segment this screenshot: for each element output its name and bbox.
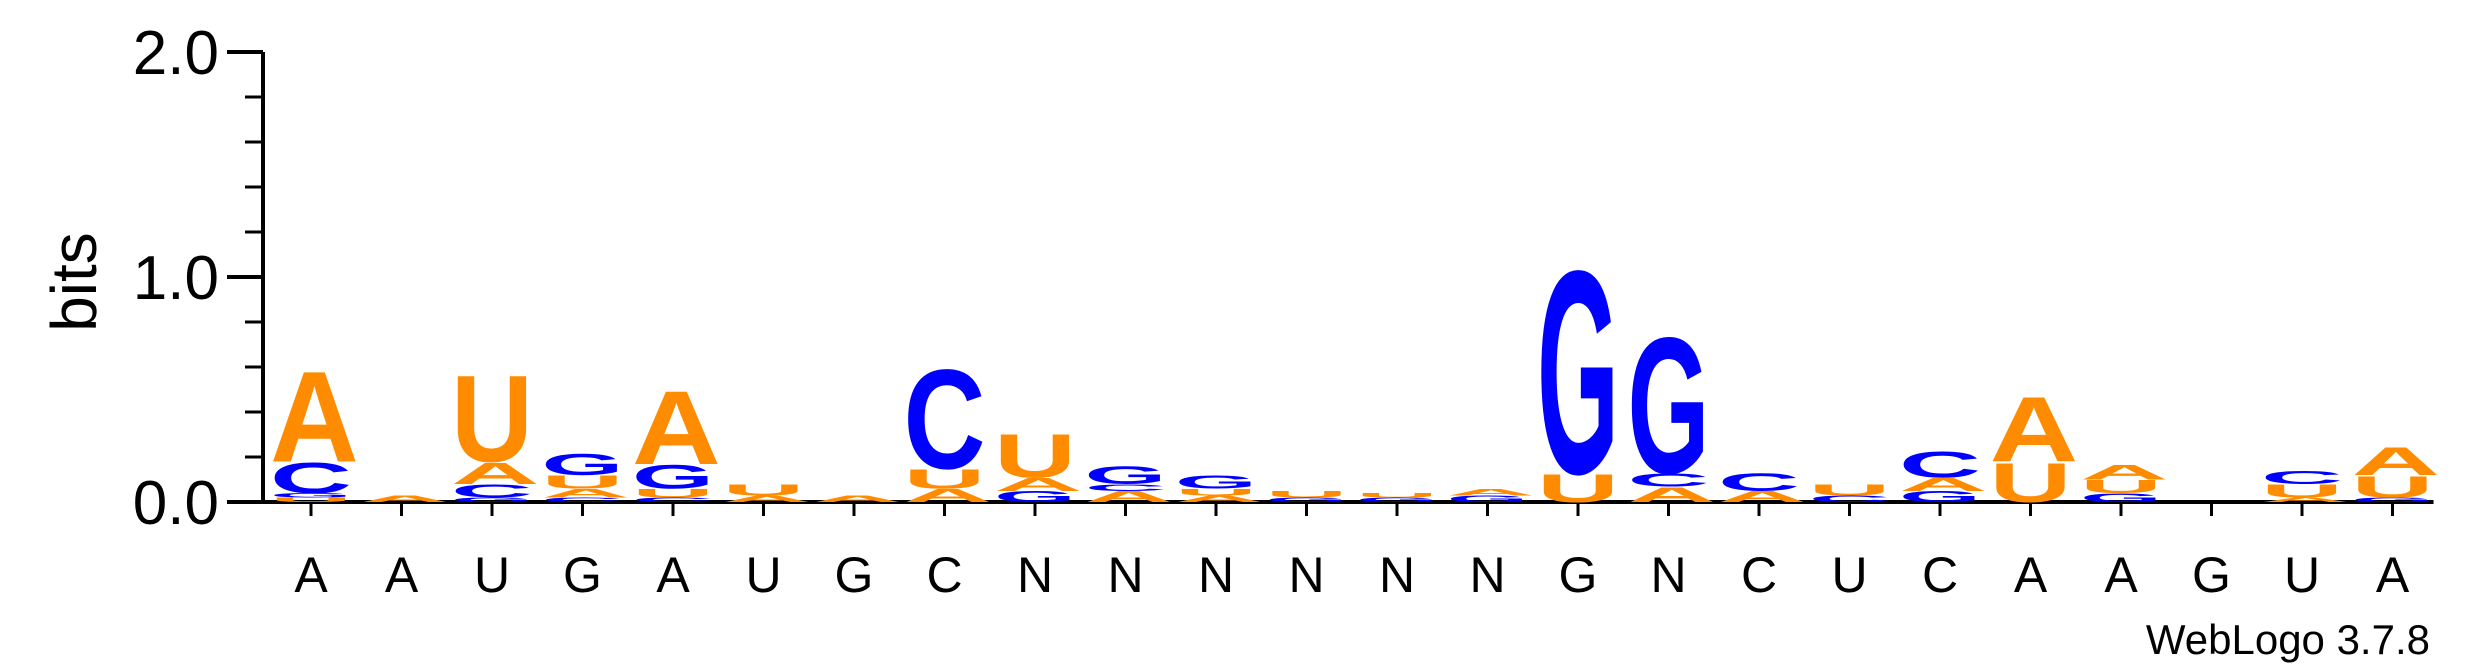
logo-letter-a: A — [361, 494, 450, 504]
position-label: G — [835, 547, 874, 603]
logo-letter-u: U — [2261, 481, 2343, 502]
y-tick-label: 0.0 — [133, 469, 219, 538]
position-label: A — [2376, 547, 2410, 603]
logo-letter-a: A — [1899, 474, 1988, 495]
logo-letter-a: A — [1447, 487, 1536, 497]
position-label: G — [563, 547, 602, 603]
logo-letter-g: G — [451, 496, 533, 503]
logo-letter-c: C — [1809, 494, 1891, 504]
position-label: A — [656, 547, 690, 603]
logo-letter-a: A — [1990, 378, 2079, 482]
logo-letter-g: G — [1085, 462, 1167, 489]
logo-letter-a: A — [1085, 488, 1174, 505]
position-label: G — [2192, 547, 2231, 603]
logo-letter-a: A — [1175, 494, 1264, 504]
logo-letter-c: C — [1628, 470, 1710, 491]
logo-letter-u: U — [542, 472, 624, 493]
position-label: N — [1107, 547, 1143, 603]
logo-letter-c: C — [542, 496, 624, 503]
logo-letter-g: G — [542, 448, 624, 482]
logo-letter-g: G — [1537, 211, 1619, 535]
logo-letter-g: G — [632, 458, 714, 496]
logo-letter-g: G — [1175, 472, 1257, 493]
y-tick-label: 1.0 — [133, 244, 219, 313]
logo-letter-g: G — [1899, 488, 1981, 505]
logo-letter-g: G — [2352, 496, 2434, 503]
y-tick-label: 2.0 — [133, 19, 219, 88]
logo-letter-g: G — [1266, 496, 1348, 503]
logo-letter-g: G — [994, 488, 1076, 505]
logo-letter-a: A — [2261, 496, 2350, 503]
logo-letter-u: U — [1356, 492, 1438, 499]
logo-letter-u: U — [451, 351, 533, 488]
logo-letter-a: A — [1628, 482, 1717, 506]
logo-letter-u: U — [1266, 489, 1348, 499]
logo-letter-c: C — [1899, 444, 1981, 485]
logo-letter-a: A — [632, 370, 721, 487]
logo-letter-u: U — [723, 482, 805, 499]
logo-letter-c: C — [632, 496, 714, 503]
position-label: C — [926, 547, 962, 603]
chart-axes: 0.0 1.0 2.0 — [133, 19, 2434, 538]
position-label: A — [385, 547, 419, 603]
logo-letter-c: C — [2261, 467, 2343, 488]
position-label: U — [745, 547, 781, 603]
position-label: N — [1650, 547, 1686, 603]
position-label: U — [1831, 547, 1867, 603]
logo-letter-u: U — [994, 422, 1076, 491]
logo-letter-a: A — [2352, 439, 2441, 484]
position-label: U — [474, 547, 510, 603]
position-label: A — [2104, 547, 2138, 603]
logo-letter-a: A — [994, 474, 1083, 495]
logo-letter-c: C — [1718, 469, 1800, 496]
logo-letter-u: U — [1537, 466, 1619, 511]
position-label: N — [1379, 547, 1415, 603]
logo-letter-a: A — [451, 456, 540, 490]
logo-letter-c: C — [270, 454, 352, 502]
logo-letter-a: A — [1718, 488, 1807, 505]
logo-letter-g: G — [1356, 496, 1438, 503]
position-label: G — [1559, 547, 1598, 603]
logo-letter-g: G — [270, 492, 352, 499]
y-axis-title: bits — [38, 232, 110, 332]
position-label: A — [294, 547, 328, 603]
logo-letter-g: G — [1628, 297, 1710, 515]
position-label: A — [2014, 547, 2048, 603]
logo-letter-u: U — [270, 496, 352, 503]
logo-letter-u: U — [904, 463, 986, 494]
logo-letter-a: A — [723, 494, 812, 504]
logo-letter-a: A — [813, 494, 902, 504]
logo-letter-a: A — [904, 485, 993, 506]
logo-letter-u: U — [2352, 470, 2434, 504]
weblogo-credit: WebLogo 3.7.8 — [2146, 616, 2430, 663]
position-label: N — [1288, 547, 1324, 603]
position-label: N — [1198, 547, 1234, 603]
logo-letter-g: G — [2080, 491, 2162, 505]
position-label: U — [2284, 547, 2320, 603]
logo-letter-u: U — [632, 486, 714, 500]
position-label: N — [1017, 547, 1053, 603]
position-label: C — [1922, 547, 1958, 603]
logo-letter-u: U — [1175, 487, 1257, 497]
logo-letter-a: A — [542, 486, 631, 500]
logo-letter-a: A — [2080, 460, 2169, 484]
logo-letter-c: C — [1085, 482, 1167, 492]
logo-letter-a: A — [270, 345, 359, 490]
logo-letter-c: C — [904, 341, 986, 499]
logo-letter-u: U — [2080, 476, 2162, 497]
position-label: C — [1741, 547, 1777, 603]
position-label: N — [1469, 547, 1505, 603]
logo-letter-u: U — [1809, 482, 1891, 499]
logo-letter-u: U — [1990, 452, 2072, 514]
logo-letter-c: C — [451, 481, 533, 502]
logo-letter-g: G — [1447, 494, 1529, 504]
